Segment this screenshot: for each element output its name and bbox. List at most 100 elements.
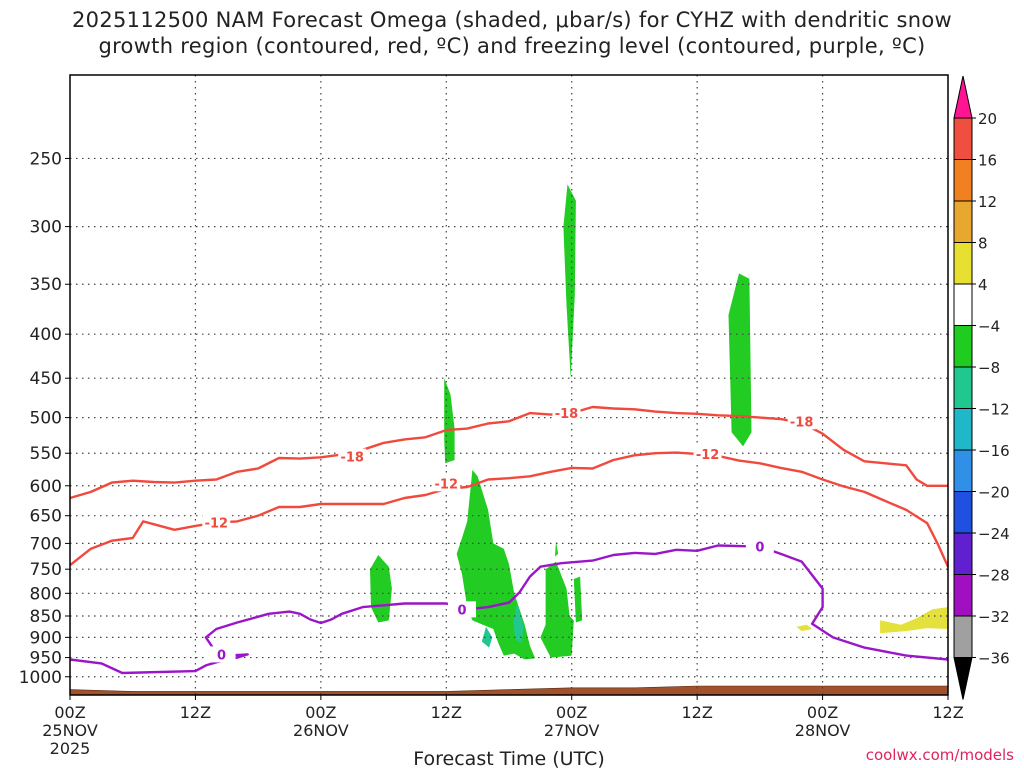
contour-label-0-1: -18	[552, 405, 581, 422]
colorbar-tick-label: 12	[978, 193, 997, 211]
x-tick-date: 26NOV	[293, 721, 349, 740]
x-tick-label: 00Z	[556, 703, 587, 722]
y-tick-label: 750	[30, 560, 62, 580]
y-tick-label: 350	[30, 275, 62, 295]
x-tick-label: 00Z	[54, 703, 85, 722]
colorbar-segment-3	[953, 242, 973, 285]
x-tick-date: 28NOV	[795, 721, 851, 740]
contour-label-text: -12	[696, 448, 720, 463]
colorbar-tick-label: 16	[978, 152, 997, 170]
omega-region-10	[880, 607, 948, 634]
y-tick-label: 650	[30, 507, 62, 527]
colorbar-segment-10	[953, 532, 973, 575]
omega-region-0	[540, 561, 574, 658]
colorbar-tick-label: −32	[978, 608, 1010, 626]
colorbar-tick-label: 8	[978, 235, 988, 253]
x-axis-label: Forecast Time (UTC)	[413, 748, 604, 768]
contour-label-text: 0	[755, 541, 764, 556]
contour-label-bg	[745, 538, 774, 555]
colorbar-segment-11	[953, 574, 973, 617]
colorbar-segment-7	[953, 408, 973, 451]
colorbar-segment-9	[953, 491, 973, 534]
colorbar-segment-12	[953, 615, 973, 658]
contour-label-bg	[447, 601, 476, 618]
colorbar-segment-1	[953, 159, 973, 202]
contour-label-2-0: 0	[207, 646, 236, 663]
credit-link[interactable]: coolwx.com/models	[865, 746, 1014, 764]
colorbar-tick-label: −24	[978, 525, 1010, 543]
omega-region-8	[573, 576, 583, 623]
colorbar-tick-label: 20	[978, 110, 997, 128]
x-tick-label: 12Z	[681, 703, 712, 722]
contour-label-text: -18	[790, 415, 814, 430]
contour-label-text: 0	[217, 648, 226, 663]
y-tick-label: 950	[30, 649, 62, 669]
colorbar-tick-label: −28	[978, 567, 1010, 585]
omega-region-9	[728, 273, 752, 447]
y-tick-label: 500	[30, 409, 62, 429]
colorbar-top-arrow	[953, 75, 973, 119]
colorbar-tick-label: −12	[978, 401, 1010, 419]
contour-label-1-1: -12	[432, 475, 461, 492]
contour-label-bg	[207, 646, 236, 663]
colorbar-bottom-arrow	[953, 657, 973, 700]
x-tick-label: 12Z	[180, 703, 211, 722]
omega-region-2	[513, 602, 524, 644]
y-tick-label: 900	[30, 628, 62, 648]
contour-label-bg	[338, 448, 367, 465]
omega-region-3	[481, 626, 493, 648]
contour-label-text: -12	[435, 477, 459, 492]
contour-label-bg	[693, 445, 722, 462]
omega-region-7	[555, 540, 559, 557]
contour-label-0-2: -18	[787, 413, 816, 430]
colorbar-tick-label: −36	[978, 650, 1010, 668]
x-tick-date: 27NOV	[544, 721, 600, 740]
x-tick-year: 2025	[50, 739, 91, 758]
contour-label-1-0: -12	[202, 514, 231, 532]
contour-label-bg	[202, 514, 231, 531]
colorbar-segment-2	[953, 200, 973, 243]
contour-label-2-2: 0	[745, 538, 774, 556]
x-tick-label: 00Z	[807, 703, 838, 722]
contour-label-text: -12	[205, 517, 229, 532]
contour-line-0	[69, 405, 948, 500]
contour-label-bg	[432, 475, 461, 492]
chart-subtitle: growth region (contoured, red, ºC) and f…	[98, 34, 926, 58]
y-tick-label: 450	[30, 369, 62, 389]
plot-frame	[69, 74, 949, 696]
colorbar-tick-label: −4	[978, 318, 1000, 336]
y-tick-label: 600	[30, 477, 62, 497]
colorbar-tick-label: −8	[978, 359, 1000, 377]
chart-title: 2025112500 NAM Forecast Omega (shaded, μ…	[72, 8, 952, 32]
y-tick-label: 700	[30, 534, 62, 554]
colorbar-tick-label: −20	[978, 484, 1010, 502]
colorbar-segment-6	[953, 366, 973, 409]
colorbar-tick-label: −16	[978, 442, 1010, 460]
colorbar-segment-5	[953, 325, 973, 368]
contour-label-text: 0	[457, 603, 466, 618]
contour-label-text: -18	[340, 451, 364, 466]
y-tick-label: 850	[30, 607, 62, 627]
y-tick-label: 250	[30, 149, 62, 169]
contour-label-text: -18	[555, 407, 579, 422]
x-tick-date: 25NOV	[42, 721, 98, 740]
colorbar-segment-4	[953, 283, 973, 326]
contour-label-bg	[787, 413, 816, 430]
colorbar-segment-8	[953, 449, 973, 492]
y-tick-label: 1000	[19, 668, 62, 688]
colorbar-tick-label: 4	[978, 276, 988, 294]
contour-label-bg	[552, 405, 581, 422]
contour-label-0-0: -18	[338, 448, 367, 466]
y-tick-label: 400	[30, 325, 62, 345]
x-tick-label: 00Z	[305, 703, 336, 722]
omega-region-11	[796, 624, 813, 632]
contour-label-1-2: -12	[693, 445, 722, 463]
y-tick-label: 800	[30, 584, 62, 604]
x-tick-label: 12Z	[932, 703, 963, 722]
omega-region-6	[563, 184, 576, 379]
y-tick-label: 550	[30, 444, 62, 464]
contour-label-2-1: 0	[447, 601, 476, 618]
y-tick-label: 300	[30, 218, 62, 238]
colorbar-segment-0	[953, 117, 973, 160]
